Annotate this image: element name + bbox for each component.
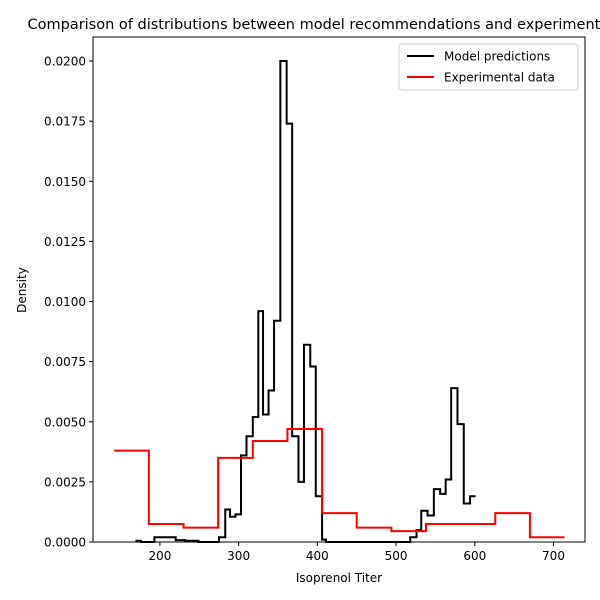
y-axis-ticks: 0.0000 0.0025 0.0050 0.0075 0.0100 0.0125 0.01… [44, 55, 93, 550]
x-tick-label: 500 [385, 549, 408, 563]
x-tick-label: 300 [227, 549, 250, 563]
y-tick-label: 0.0025 [44, 475, 86, 489]
plot-frame [92, 36, 586, 543]
y-tick-label: 0.0050 [44, 415, 86, 429]
y-tick-label: 0.0075 [44, 355, 86, 369]
x-tick-label: 400 [306, 549, 329, 563]
legend-label-model-predictions: Model predictions [444, 50, 550, 64]
legend: Model predictions Experimental data [398, 43, 579, 91]
y-tick-label: 0.0100 [44, 295, 86, 309]
y-tick-label: 0.0000 [44, 536, 86, 550]
x-tick-label: 700 [542, 549, 565, 563]
series-line-experimental-data [114, 427, 565, 539]
x-tick-label: 600 [463, 549, 486, 563]
series-layer [114, 60, 565, 543]
x-axis-label: Isoprenol Titer [296, 571, 382, 585]
y-tick-label: 0.0175 [44, 115, 86, 129]
x-axis-ticks: 200 300 400 500 600 700 [148, 542, 565, 563]
legend-box [398, 43, 579, 91]
y-tick-label: 0.0125 [44, 235, 86, 249]
series-line-model-predictions [135, 60, 476, 543]
x-tick-label: 200 [148, 549, 171, 563]
y-tick-label: 0.0200 [44, 55, 86, 69]
chart-title: Comparison of distributions between mode… [27, 17, 600, 33]
legend-label-experimental-data: Experimental data [444, 71, 555, 85]
y-axis-label: Density [15, 267, 29, 313]
y-tick-label: 0.0150 [44, 175, 86, 189]
